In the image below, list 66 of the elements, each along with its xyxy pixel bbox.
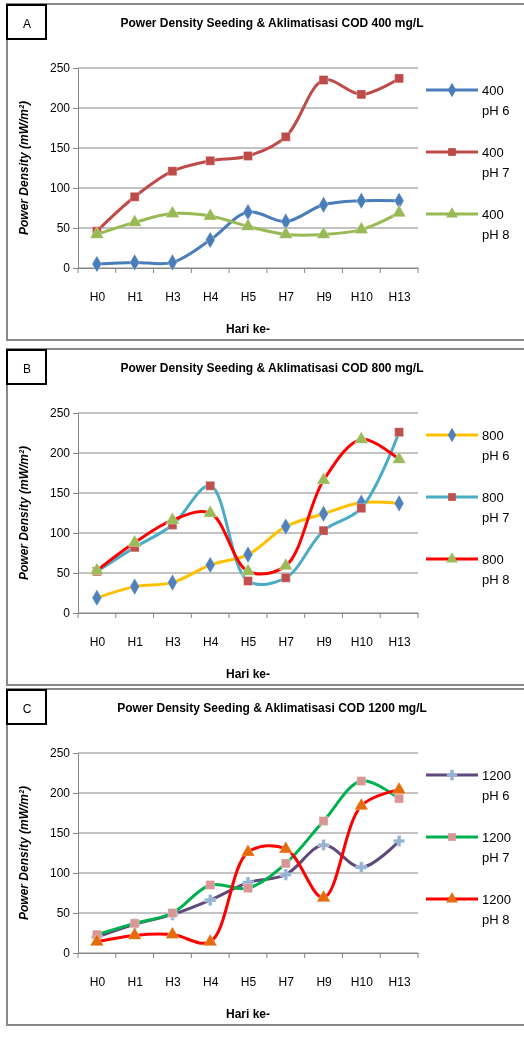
x-axis-title: Hari ke- bbox=[225, 667, 271, 681]
x-tick-label: H7 bbox=[278, 634, 295, 649]
x-tick-label: H3 bbox=[165, 634, 181, 649]
y-tick-label: 100 bbox=[49, 181, 71, 196]
x-tick-label: H3 bbox=[165, 974, 181, 989]
x-tick-label: H5 bbox=[240, 289, 257, 304]
x-tick-label: H13 bbox=[388, 974, 411, 989]
x-tick-label: H10 bbox=[350, 289, 374, 304]
legend-label: 800 pH 8 bbox=[482, 552, 510, 587]
legend-label: 400 pH 7 bbox=[482, 145, 510, 180]
legend-label: 1200 pH 7 bbox=[482, 830, 511, 865]
chart-title: Power Density Seeding & Aklimatisasi COD 400 mg/L bbox=[120, 16, 424, 30]
x-tick-label: H1 bbox=[127, 974, 144, 989]
y-tick-label: 250 bbox=[49, 746, 71, 761]
x-tick-label: H10 bbox=[350, 974, 374, 989]
x-tick-label: H3 bbox=[165, 289, 181, 304]
x-tick-label: H5 bbox=[240, 974, 257, 989]
text: C bbox=[22, 702, 32, 716]
y-tick-label: 200 bbox=[49, 446, 71, 461]
y-tick-label: 100 bbox=[49, 866, 71, 881]
x-tick-label: H10 bbox=[350, 634, 374, 649]
x-tick-label: H4 bbox=[203, 289, 219, 304]
x-axis-title: Hari ke- bbox=[225, 322, 271, 336]
x-axis-title: Hari ke- bbox=[225, 1007, 271, 1021]
legend-label: 400 pH 6 bbox=[482, 83, 510, 118]
x-tick-label: H9 bbox=[316, 974, 333, 989]
y-tick-label: 0 bbox=[63, 606, 71, 621]
x-tick-label: H4 bbox=[203, 974, 219, 989]
legend-label: 800 pH 7 bbox=[482, 490, 510, 525]
chart-title: Power Density Seeding & Aklimatisasi COD 1200 mg/L bbox=[117, 701, 427, 715]
x-tick-label: H7 bbox=[278, 289, 295, 304]
legend-label: 1200 pH 8 bbox=[482, 892, 511, 927]
y-tick-label: 50 bbox=[56, 906, 71, 921]
x-tick-label: H9 bbox=[316, 634, 333, 649]
legend-label: 400 pH 8 bbox=[482, 207, 510, 242]
y-tick-label: 50 bbox=[56, 566, 71, 581]
y-tick-label: 100 bbox=[49, 526, 71, 541]
x-tick-label: H0 bbox=[89, 974, 106, 989]
x-tick-label: H13 bbox=[388, 634, 411, 649]
x-tick-label: H0 bbox=[89, 289, 106, 304]
x-tick-label: H1 bbox=[127, 634, 144, 649]
y-tick-label: 250 bbox=[49, 406, 71, 421]
x-tick-label: H5 bbox=[240, 634, 257, 649]
x-tick-label: H13 bbox=[388, 289, 411, 304]
legend-label: 1200 pH 6 bbox=[482, 768, 511, 803]
x-tick-label: H4 bbox=[203, 634, 219, 649]
y-tick-label: 200 bbox=[49, 101, 71, 116]
y-tick-label: 0 bbox=[63, 261, 71, 276]
legend-label: 800 pH 6 bbox=[482, 428, 510, 463]
y-tick-label: 150 bbox=[49, 826, 71, 841]
y-tick-label: 250 bbox=[49, 61, 71, 76]
chart-title: Power Density Seeding & Aklimatisasi COD 800 mg/L bbox=[120, 361, 424, 375]
y-axis-title: Power Density (mW/m²) bbox=[17, 100, 31, 236]
y-tick-label: 50 bbox=[56, 221, 71, 236]
y-tick-label: 0 bbox=[63, 946, 71, 961]
text: B bbox=[22, 362, 32, 376]
x-tick-label: H0 bbox=[89, 634, 106, 649]
x-tick-label: H7 bbox=[278, 974, 295, 989]
y-tick-label: 150 bbox=[49, 141, 71, 156]
y-tick-label: 200 bbox=[49, 786, 71, 801]
x-tick-label: H1 bbox=[127, 289, 144, 304]
y-axis-title: Power Density (mW/m²) bbox=[17, 445, 31, 581]
y-axis-title: Power Density (mW/m²) bbox=[17, 785, 31, 921]
text: A bbox=[22, 17, 32, 31]
y-tick-label: 150 bbox=[49, 486, 71, 501]
x-tick-label: H9 bbox=[316, 289, 333, 304]
